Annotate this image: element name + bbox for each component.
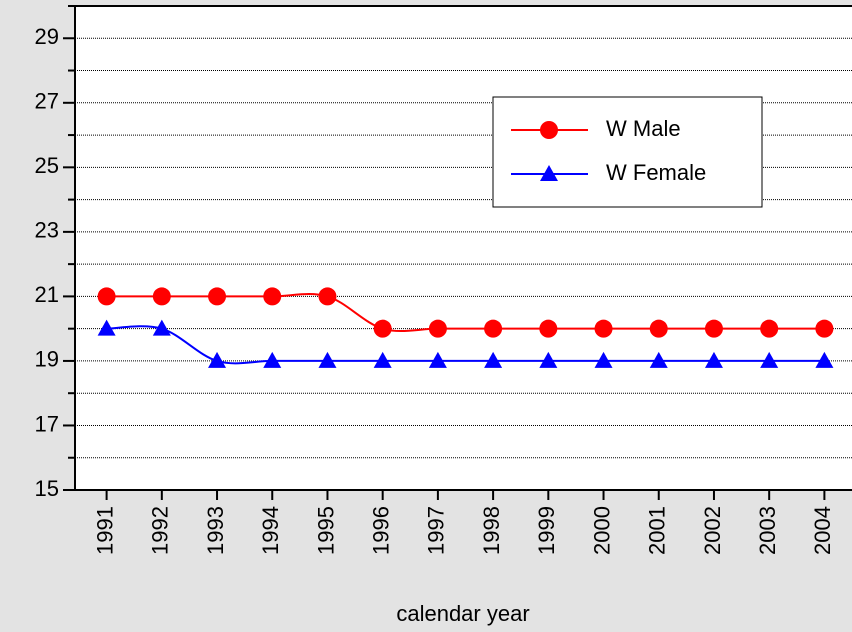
point [97,319,116,336]
point [649,319,668,338]
x-tick-label: 1997 [424,506,449,555]
point [263,287,282,306]
x-tick-label: 1998 [479,506,504,555]
x-tick-label: 2004 [810,506,835,555]
point [539,351,558,368]
point [97,287,116,306]
point [428,319,447,338]
point [539,319,558,338]
y-tick-label: 15 [35,476,59,501]
x-tick-label: 2001 [645,506,670,555]
point [263,351,282,368]
legend-box [492,96,763,208]
point [594,351,613,368]
x-tick-label: 2002 [700,506,725,555]
y-tick-label: 23 [35,218,59,243]
point [484,351,503,368]
point [373,319,392,338]
x-tick-label: 2000 [589,506,614,555]
x-tick-label: 1994 [258,506,283,555]
y-tick-label: 27 [35,89,59,114]
plot-area [75,6,852,490]
y-tick-label: 19 [35,347,59,372]
y-tick-label: 17 [35,411,59,436]
point [373,351,392,368]
point [815,351,834,368]
legend-label: W Male [606,116,681,141]
point [152,319,171,336]
legend-label: W Female [606,160,706,185]
x-tick-label: 1993 [203,506,228,555]
point [540,121,558,139]
x-tick-label: 1991 [92,506,117,555]
point [428,351,447,368]
x-tick-label: 1995 [313,506,338,555]
y-tick-label: 25 [35,153,59,178]
point [704,319,723,338]
point [208,287,227,306]
point [815,319,834,338]
point [540,165,558,181]
point [318,351,337,368]
y-tick-label: 21 [35,282,59,307]
x-tick-label: 2003 [755,506,780,555]
point [649,351,668,368]
point [704,351,723,368]
point [208,351,227,368]
point [152,287,171,306]
point [594,319,613,338]
point [318,287,337,306]
point [484,319,503,338]
x-axis-label: calendar year [396,601,529,626]
x-tick-label: 1996 [368,506,393,555]
y-tick-label: 29 [35,24,59,49]
point [760,351,779,368]
x-tick-label: 1999 [534,506,559,555]
point [760,319,779,338]
x-tick-label: 1992 [148,506,173,555]
